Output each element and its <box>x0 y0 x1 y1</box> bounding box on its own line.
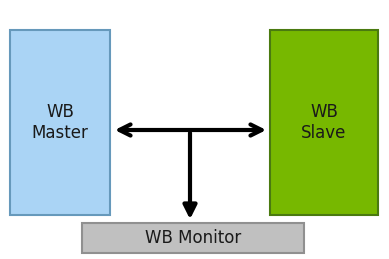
FancyBboxPatch shape <box>10 30 110 215</box>
Text: WB
Master: WB Master <box>32 103 88 142</box>
FancyBboxPatch shape <box>270 30 378 215</box>
FancyBboxPatch shape <box>82 223 304 253</box>
Text: WB Monitor: WB Monitor <box>145 229 241 247</box>
Text: WB
Slave: WB Slave <box>301 103 347 142</box>
